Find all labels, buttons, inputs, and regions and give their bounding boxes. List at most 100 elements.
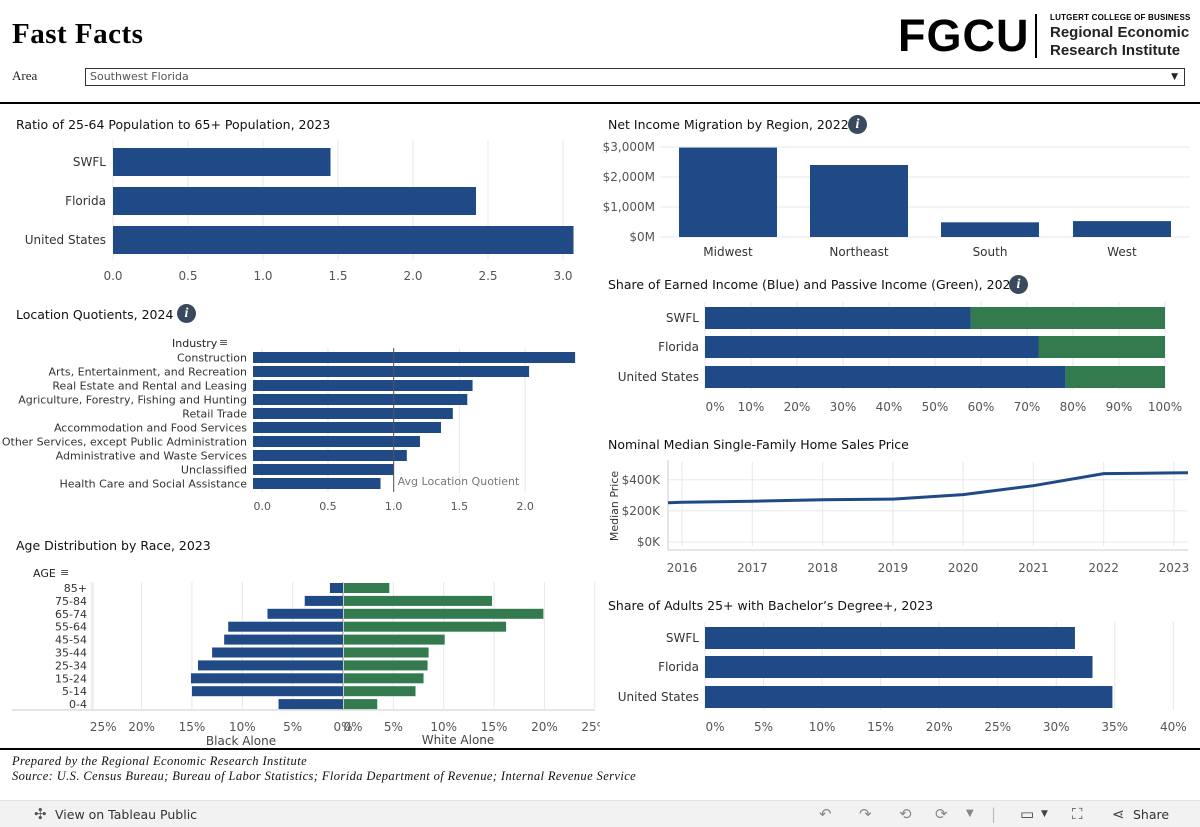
undo-icon[interactable]: ↶ [819, 805, 832, 823]
sort-icon: ≡ [219, 336, 228, 349]
chevron-down-icon[interactable]: ▼ [966, 808, 974, 819]
ratio-tick-label: 0.5 [178, 269, 197, 283]
lq-bar [253, 436, 420, 447]
income-bar-earned [705, 366, 1066, 388]
age-category-label: 85+ [64, 582, 87, 595]
home-y-tick-label: $0K [637, 535, 661, 549]
lq-bar [253, 408, 453, 419]
download-caret-icon[interactable]: ▼ [1041, 809, 1048, 819]
lq-category-label: Agriculture, Forestry, Fishing and Hunti… [18, 394, 247, 407]
home-x-tick-label: 2020 [948, 561, 979, 575]
view-on-tableau-link[interactable]: View on Tableau Public [55, 807, 198, 822]
ratio-chart-title: Ratio of 25-64 Population to 65+ Populat… [16, 117, 331, 132]
lq-chart-title: Location Quotients, 2024 [16, 307, 174, 322]
age-bar-white [344, 686, 416, 697]
migration-category-label: Midwest [703, 245, 753, 259]
age-tick-label-left: 20% [128, 720, 155, 734]
lq-category-label: Other Services, except Public Administra… [2, 436, 247, 449]
bachelor-tick-label: 10% [809, 720, 836, 734]
age-series-label-white: White Alone [422, 733, 495, 747]
age-tick-label-left: 0% [333, 720, 352, 734]
income-category-label: SWFL [666, 311, 699, 325]
income-tick-label: 60% [968, 400, 995, 414]
bachelor-tick-label: 40% [1160, 720, 1187, 734]
migration-info-icon[interactable]: i [848, 115, 867, 134]
age-bar-black [212, 647, 343, 658]
age-bar-white [344, 621, 507, 632]
lq-tick-label: 1.5 [451, 500, 469, 513]
age-category-label: 5-14 [62, 685, 87, 698]
lq-category-header: Industry [172, 337, 218, 350]
sort-icon: ≡ [60, 566, 69, 579]
tableau-logo-icon: ✣ [34, 805, 47, 823]
download-icon[interactable]: ▭ [1020, 805, 1035, 823]
age-tick-label-right: 20% [531, 720, 558, 734]
age-tick-label-right: 10% [430, 720, 457, 734]
home-y-axis-label: Median Price [608, 471, 621, 542]
lq-bar [253, 352, 576, 363]
lq-bar [253, 422, 442, 433]
fullscreen-icon[interactable]: ⛶ [1072, 805, 1083, 823]
chevron-down-icon: ▼ [1171, 72, 1178, 82]
age-bar-white [344, 634, 445, 645]
age-category-header: AGE [33, 567, 56, 580]
area-select[interactable]: Southwest Florida ▼ [85, 68, 1185, 86]
income-bar-earned [705, 307, 971, 329]
home-x-tick-label: 2016 [667, 561, 698, 575]
bachelor-chart: 0% 5% 10% 15% 20% 25% 30% 35% 40% SWFL Florida Unit… [618, 622, 1187, 734]
income-category-label: United States [618, 370, 699, 384]
bachelor-tick-label: 15% [867, 720, 894, 734]
migration-category-label: West [1107, 245, 1137, 259]
home-y-tick-label: $400K [622, 473, 662, 487]
ratio-category-label: United States [25, 233, 106, 247]
income-bar-passive [970, 307, 1165, 329]
income-info-icon[interactable]: i [1009, 275, 1028, 294]
ratio-tick-label: 3.0 [553, 269, 572, 283]
age-bar-white [344, 647, 429, 658]
lq-category-label: Health Care and Social Assistance [60, 478, 248, 491]
ratio-bar [113, 226, 574, 254]
ratio-tick-label: 1.0 [253, 269, 272, 283]
income-tick-label: 50% [922, 400, 949, 414]
age-category-label: 55-64 [55, 621, 87, 634]
ratio-tick-label: 1.5 [328, 269, 347, 283]
age-tick-label-left: 10% [229, 720, 256, 734]
income-bar-passive [1038, 336, 1165, 358]
lq-chart: Industry ≡ 0.0 0.5 1.0 1.5 2.0 ConstructionArts… [2, 336, 576, 513]
lq-category-label: Real Estate and Rental and Leasing [52, 380, 247, 393]
refresh-icon[interactable]: ⟳ [935, 805, 948, 823]
lq-category-label: Retail Trade [182, 408, 247, 421]
area-select-value: Southwest Florida [90, 70, 189, 83]
lq-category-label: Arts, Entertainment, and Recreation [49, 366, 247, 379]
bachelor-tick-label: 30% [1043, 720, 1070, 734]
age-chart: AGE ≡ 25% 25% 20% 20% 15% 15% 10% 10% 5% 5% 0%0% 85+7… [12, 566, 600, 748]
income-tick-label: 40% [876, 400, 903, 414]
lq-tick-label: 0.0 [253, 500, 271, 513]
home-x-tick-label: 2019 [878, 561, 909, 575]
redo-icon[interactable]: ↷ [859, 805, 872, 823]
share-icon[interactable]: ⋖ [1112, 805, 1125, 823]
migration-tick-label: $1,000M [603, 200, 655, 214]
income-tick-label: 70% [1014, 400, 1041, 414]
logo-line-1: Regional Economic [1050, 24, 1190, 41]
age-bar-black [267, 608, 343, 619]
income-tick-label: 10% [738, 400, 765, 414]
age-tick-label-left: 25% [90, 720, 117, 734]
ratio-category-label: SWFL [73, 155, 106, 169]
logo-divider [1035, 14, 1037, 58]
age-bar-white [344, 595, 493, 606]
ratio-tick-label: 2.5 [478, 269, 497, 283]
age-category-label: 65-74 [55, 608, 87, 621]
migration-bar [679, 147, 777, 237]
income-tick-label: 30% [830, 400, 857, 414]
age-category-label: 15-24 [55, 672, 87, 685]
age-bar-black [329, 583, 343, 593]
lq-info-icon[interactable]: i [177, 304, 196, 323]
share-button[interactable]: Share [1133, 807, 1170, 822]
age-bar-white [344, 608, 544, 619]
revert-icon[interactable]: ⟲ [899, 805, 912, 823]
income-tick-label: 100% [1148, 400, 1182, 414]
bachelor-category-label: United States [618, 690, 699, 704]
bachelor-tick-label: 0% [705, 720, 724, 734]
age-tick-label-right: 0% [343, 720, 362, 734]
